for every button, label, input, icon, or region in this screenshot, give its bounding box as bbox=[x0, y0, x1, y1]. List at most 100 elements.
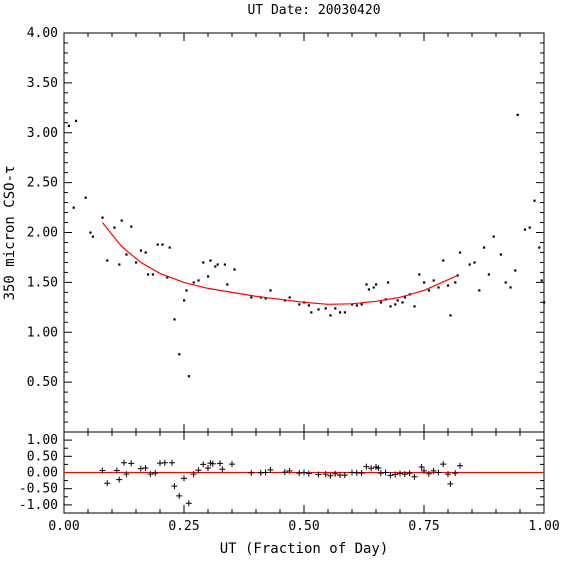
data-point bbox=[432, 279, 435, 282]
data-point bbox=[139, 249, 142, 252]
data-point bbox=[442, 259, 445, 262]
data-point bbox=[209, 259, 212, 262]
data-point bbox=[449, 314, 452, 317]
data-point bbox=[269, 289, 272, 292]
data-point bbox=[533, 199, 536, 202]
data-point bbox=[483, 246, 486, 249]
data-point bbox=[403, 296, 406, 299]
data-point bbox=[456, 274, 459, 277]
y-tick-label: 2.00 bbox=[27, 226, 58, 241]
residual-point bbox=[341, 472, 348, 479]
data-point bbox=[118, 263, 121, 266]
residual-panel: -1.00-0.500.000.501.000.00 0.25 0.50 0.75 1.… bbox=[19, 431, 560, 534]
data-point bbox=[317, 308, 320, 311]
y-axis-label: 350 micron CSO-τ bbox=[2, 166, 18, 301]
data-point bbox=[540, 279, 543, 282]
data-point bbox=[413, 305, 416, 308]
residual-point bbox=[418, 463, 425, 470]
data-point bbox=[207, 275, 210, 278]
x-tick-label: 0.75 bbox=[408, 519, 439, 534]
y-tick-label: 4.00 bbox=[27, 26, 58, 41]
y-tick-label: 1.00 bbox=[27, 325, 58, 340]
residual-point bbox=[248, 469, 255, 476]
residual-point bbox=[267, 466, 274, 473]
residual-point bbox=[368, 465, 375, 472]
data-point bbox=[101, 216, 104, 219]
data-point bbox=[187, 375, 190, 378]
y-tick-label: 1.00 bbox=[27, 433, 58, 448]
residual-point bbox=[99, 467, 106, 474]
data-point bbox=[360, 303, 363, 306]
x-tick-label: 1.00 bbox=[528, 519, 559, 534]
data-point bbox=[351, 303, 354, 306]
data-point bbox=[418, 273, 421, 276]
residual-point bbox=[217, 460, 223, 467]
data-point bbox=[216, 263, 219, 266]
data-point bbox=[173, 318, 176, 321]
residual-point bbox=[281, 469, 288, 476]
x-tick-label: 0.00 bbox=[48, 519, 79, 534]
residual-point bbox=[205, 464, 211, 471]
data-point bbox=[401, 301, 404, 304]
residual-point bbox=[200, 461, 207, 468]
data-point bbox=[113, 226, 116, 229]
residual-point bbox=[296, 470, 303, 477]
data-point bbox=[427, 289, 430, 292]
residual-point bbox=[377, 470, 384, 477]
data-point bbox=[459, 251, 462, 254]
data-point bbox=[367, 288, 370, 291]
x-tick-label: 0.25 bbox=[168, 519, 199, 534]
data-point bbox=[147, 273, 150, 276]
residual-point bbox=[209, 460, 216, 467]
data-point bbox=[516, 113, 519, 116]
data-point bbox=[144, 251, 147, 254]
data-point bbox=[528, 226, 531, 229]
residual-point bbox=[332, 470, 339, 477]
data-point bbox=[106, 259, 109, 262]
data-point bbox=[423, 281, 426, 284]
residual-point bbox=[121, 459, 127, 466]
residual-point bbox=[392, 471, 399, 478]
data-point bbox=[197, 279, 200, 282]
data-point bbox=[185, 289, 188, 292]
residual-point bbox=[435, 469, 442, 476]
residual-point bbox=[137, 465, 144, 472]
residual-point bbox=[305, 470, 312, 477]
data-point bbox=[264, 297, 267, 300]
data-point bbox=[523, 228, 526, 231]
residual-point bbox=[411, 473, 418, 480]
data-point bbox=[454, 281, 457, 284]
data-point bbox=[130, 225, 133, 228]
data-point bbox=[375, 283, 378, 286]
residual-point bbox=[169, 459, 175, 466]
residual-point bbox=[397, 470, 403, 477]
data-point bbox=[288, 296, 291, 299]
data-point bbox=[447, 284, 450, 287]
residual-point bbox=[457, 462, 463, 469]
data-point bbox=[151, 273, 154, 276]
data-point bbox=[468, 263, 471, 266]
data-point bbox=[226, 283, 229, 286]
residual-point bbox=[123, 471, 130, 478]
residual-point bbox=[116, 476, 123, 483]
data-point bbox=[89, 231, 92, 234]
data-point bbox=[214, 265, 217, 268]
y-tick-label: 0.50 bbox=[27, 449, 58, 464]
residual-point bbox=[161, 459, 168, 466]
data-point bbox=[473, 261, 476, 264]
residual-point bbox=[363, 463, 370, 470]
data-point bbox=[183, 299, 186, 302]
residual-point bbox=[147, 471, 154, 478]
y-tick-label: -0.50 bbox=[19, 482, 58, 497]
chart-title: UT Date: 20030420 bbox=[247, 3, 380, 18]
data-point bbox=[192, 281, 195, 284]
data-point bbox=[514, 269, 517, 272]
residual-point bbox=[113, 467, 120, 474]
data-point bbox=[509, 286, 512, 289]
data-point bbox=[202, 261, 205, 264]
data-point bbox=[161, 243, 164, 246]
x-axis-label: UT (Fraction of Day) bbox=[220, 541, 389, 557]
data-point bbox=[538, 246, 541, 249]
data-point bbox=[339, 311, 342, 314]
residual-point bbox=[425, 470, 432, 477]
